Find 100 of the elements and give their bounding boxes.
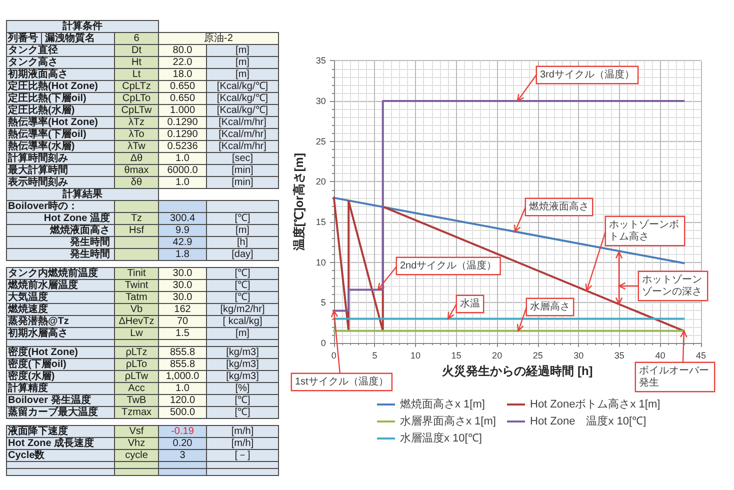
text: δθ <box>130 177 142 188</box>
text: Acc <box>128 383 145 394</box>
text: 1.0 <box>176 383 190 394</box>
text: 30.0 <box>172 292 192 303</box>
text: λTw <box>128 141 146 152</box>
text: Boilover 発生温度 <box>8 395 91 406</box>
text: 1.8 <box>176 249 190 260</box>
text: 定圧比熱(水層) <box>8 105 75 116</box>
x-tick-label: 35 <box>614 350 624 360</box>
text: [Kcal/kg/℃] <box>216 105 268 116</box>
text: 9.9 <box>176 225 190 236</box>
y-tick-label: 5 <box>320 298 326 308</box>
text: [%] <box>235 383 250 394</box>
x-tick-label: 40 <box>655 350 666 360</box>
text: [m] <box>236 69 250 80</box>
text: [m/h] <box>231 438 254 449</box>
text: 0.650 <box>170 93 196 104</box>
text: [Kcal/kg/℃] <box>216 93 268 104</box>
annotation: 3rdサイクル（温度） <box>540 68 634 80</box>
x-tick-label: 45 <box>696 350 706 360</box>
text: -0.19 <box>171 426 194 437</box>
y-tick-label: 0 <box>320 338 326 348</box>
text: Tz <box>130 213 142 224</box>
text: [℃] <box>234 395 250 406</box>
text: 密度(下層oil) <box>8 359 66 370</box>
text: 発生時間 <box>70 249 110 260</box>
text: 6 <box>134 33 140 44</box>
text: Δθ <box>130 153 143 164</box>
text: [ kcal/kg] <box>222 316 262 327</box>
text: 密度(Hot Zone) <box>8 347 78 358</box>
text: [min] <box>232 177 254 188</box>
text: ρLTo <box>126 359 148 370</box>
text: 162 <box>174 304 191 315</box>
text: ρLTw <box>124 371 148 382</box>
text: [m] <box>236 225 250 236</box>
text: 原油-2 <box>204 33 233 44</box>
x-axis-title: 火災発生からの経過時間 [h] <box>441 364 593 378</box>
text: [m] <box>236 57 250 68</box>
text: 70 <box>176 316 188 327</box>
text: 最大計算時間 <box>8 165 68 176</box>
text: 燃焼液面高さ <box>50 225 110 236</box>
text: CpLTw <box>121 105 152 116</box>
annotation: ボイルオーバー発生 <box>639 366 709 388</box>
text: [m] <box>236 45 250 56</box>
text: タンク内燃焼前温度 <box>8 268 98 279</box>
text: 80.0 <box>172 45 192 56</box>
text: 30.0 <box>172 280 192 291</box>
x-tick-label: 10 <box>410 350 420 360</box>
text: 蒸発潜熱@Tz <box>8 316 69 327</box>
text: 熱伝導率(下層oil) <box>8 129 86 140</box>
text: 熱伝導率(Hot Zone) <box>8 117 98 128</box>
annotation: ホットゾーンゾーンの深さ <box>642 274 702 298</box>
annotation: 燃焼液面高さ <box>529 200 589 212</box>
text: 42.9 <box>172 237 192 248</box>
text: 大気温度 <box>8 292 48 303</box>
text: [Kcal/m/hr] <box>218 141 266 152</box>
text: 燃焼速度 <box>8 304 48 315</box>
text: Cycle数 <box>8 450 45 461</box>
text: 1.000 <box>170 105 196 116</box>
text: 表示時間刻み <box>8 177 68 188</box>
text: Vb <box>130 304 143 315</box>
text: 18.0 <box>172 69 192 80</box>
text: [Kcal/m/hr] <box>218 129 266 140</box>
x-tick-label: 5 <box>372 350 378 360</box>
text: Vhz <box>128 438 146 449</box>
annotation: 水層高さ <box>530 300 570 312</box>
text: タンク高さ <box>8 57 58 68</box>
text: 500.0 <box>170 407 196 418</box>
text: Tzmax <box>122 407 152 418</box>
text: 計算結果 <box>62 189 102 200</box>
text: 計算条件 <box>62 21 102 32</box>
text: 30.0 <box>172 268 192 279</box>
text: Hot Zone 成長速度 <box>8 438 94 449</box>
text: タンク直径 <box>8 45 58 56</box>
text: 密度(水層) <box>8 371 55 382</box>
text: 燃焼前水層温度 <box>8 280 78 291</box>
text: 定圧比熱(下層oil) <box>8 93 86 104</box>
text: [℃] <box>234 268 250 279</box>
text: 1.5 <box>176 328 190 339</box>
text: [sec] <box>232 153 254 164</box>
legend-label: 燃焼面高さx 1[m] <box>400 398 485 410</box>
text: 1.0 <box>176 153 190 164</box>
text: CpLTz <box>122 81 151 92</box>
text: Vsf <box>129 426 144 437</box>
text: 120.0 <box>170 395 196 406</box>
x-tick-label: 30 <box>574 350 584 360</box>
text: [kg/m3] <box>226 371 259 382</box>
text: Lw <box>130 328 143 339</box>
text: Lt <box>132 69 141 80</box>
text: 計算精度 <box>8 383 48 394</box>
y-tick-label: 20 <box>316 176 326 187</box>
text: [m/h] <box>231 426 254 437</box>
text: 熱伝導率(水層) <box>8 141 75 152</box>
text: Hot Zone 温度 <box>44 213 110 224</box>
text: 0.5236 <box>167 141 198 152</box>
text: 0.1290 <box>167 129 198 140</box>
text: 6000.0 <box>167 165 198 176</box>
text: Tinit <box>127 268 146 279</box>
annotation: 2ndサイクル（温度） <box>400 260 497 272</box>
text: [kg/m3] <box>226 359 259 370</box>
